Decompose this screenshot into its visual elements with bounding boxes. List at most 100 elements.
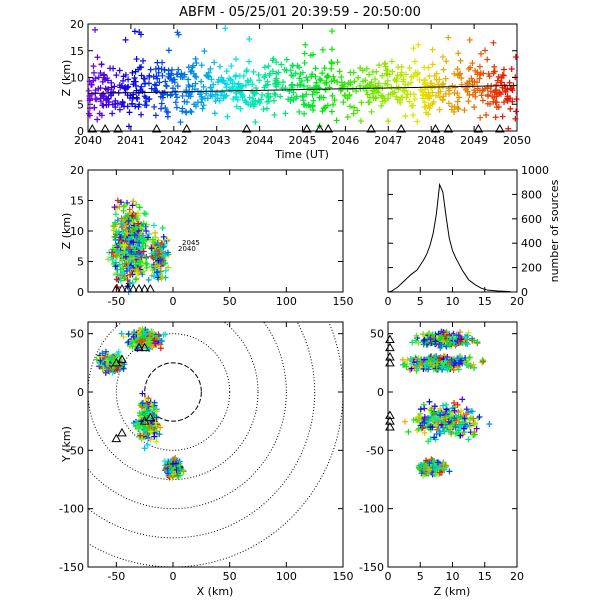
source-point (506, 79, 513, 86)
source-point (445, 100, 452, 107)
source-point (161, 66, 168, 73)
source-point (384, 81, 391, 88)
source-point (265, 63, 272, 70)
source-point (204, 73, 211, 80)
station-triangle (100, 123, 111, 133)
x-tick-label: 150 (333, 570, 354, 583)
y-tick-label: 200 (521, 262, 542, 275)
source-point (455, 105, 462, 112)
source-point (398, 69, 405, 76)
source-point (150, 272, 157, 279)
source-point (466, 354, 473, 361)
station-triangle (117, 283, 127, 293)
source-point (261, 64, 268, 71)
source-point (97, 95, 104, 102)
source-point (158, 100, 165, 107)
source-point (139, 252, 146, 259)
source-point (270, 97, 277, 104)
source-point (157, 424, 164, 431)
x-tick-label: 100 (276, 570, 297, 583)
source-point (137, 86, 144, 93)
x-tick-label: 10 (446, 295, 460, 308)
source-point (123, 226, 130, 233)
histogram-y-ticks: 0 200 400 600 800 1000 (388, 164, 549, 299)
source-point (423, 91, 430, 98)
source-point (158, 66, 165, 73)
source-point (349, 86, 356, 93)
y-tick-label: -50 (366, 444, 384, 457)
source-point (102, 369, 109, 376)
source-point (108, 92, 115, 99)
source-point (120, 365, 127, 372)
source-point (139, 232, 146, 239)
x-tick-label: 20 (510, 570, 524, 583)
source-point (338, 79, 345, 86)
source-point (115, 248, 122, 255)
source-point (431, 72, 438, 79)
source-point (214, 95, 221, 102)
source-point (190, 62, 197, 69)
source-point (98, 353, 105, 360)
source-point (110, 261, 117, 268)
source-point (129, 228, 136, 235)
y-tick-label: 800 (521, 188, 542, 201)
source-point (173, 71, 180, 78)
source-point (405, 428, 412, 435)
source-point (340, 99, 347, 106)
source-point (169, 77, 176, 84)
histogram-x-ticks: 0 5 10 15 20 (385, 170, 524, 308)
source-point (286, 88, 293, 95)
y-tick-label: 5 (77, 98, 84, 111)
source-point (238, 83, 245, 90)
source-point (350, 110, 357, 117)
source-point (85, 110, 92, 117)
source-point (321, 65, 328, 72)
source-point (329, 28, 336, 35)
source-point (118, 224, 125, 231)
source-point (87, 96, 94, 103)
source-point (126, 241, 133, 248)
source-point (154, 59, 161, 66)
source-point (162, 267, 169, 274)
source-point (181, 98, 188, 105)
source-point (296, 108, 303, 115)
source-point (465, 65, 472, 72)
source-point (362, 77, 369, 84)
y-tick-label: -150 (359, 561, 384, 574)
source-point (124, 103, 131, 110)
source-point (490, 98, 497, 105)
source-point (122, 85, 129, 92)
source-point (132, 103, 139, 110)
source-point (133, 56, 140, 63)
source-point (232, 56, 239, 63)
source-point (369, 68, 376, 75)
source-point (116, 241, 123, 248)
source-point (129, 100, 136, 107)
source-point (465, 98, 472, 105)
source-point (426, 73, 433, 80)
source-point (162, 78, 169, 85)
source-point (233, 94, 240, 101)
source-point (484, 91, 491, 98)
x-z-ylabel: Z (km) (60, 213, 73, 250)
source-point (85, 87, 92, 94)
source-point (322, 86, 329, 93)
x-tick-label: 20 (510, 295, 524, 308)
source-point (454, 66, 461, 73)
source-point (100, 102, 107, 109)
source-point (88, 91, 95, 98)
source-point (366, 99, 373, 106)
source-point (383, 70, 390, 77)
source-point (121, 275, 128, 282)
y-tick-label: 1000 (521, 164, 549, 177)
source-point (480, 358, 487, 365)
source-point (152, 112, 159, 119)
source-point (319, 46, 326, 53)
source-point (471, 104, 478, 111)
source-point (179, 105, 186, 112)
source-point (160, 244, 167, 250)
source-point (155, 251, 162, 258)
source-point (487, 88, 494, 95)
range-ring (88, 322, 259, 480)
plan-view-ylabel: Y (km) (60, 426, 73, 463)
